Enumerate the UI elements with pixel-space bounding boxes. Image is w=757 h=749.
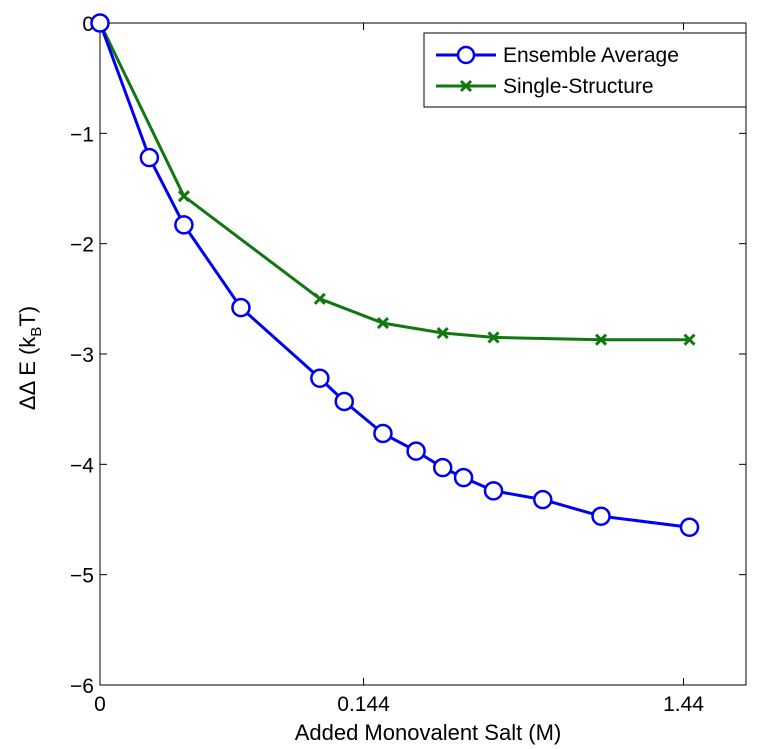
- data-point-x: [313, 292, 326, 305]
- x-stroke: [376, 317, 389, 330]
- x-axis-ticks: 0 0.144 1.44: [94, 23, 704, 716]
- y-tick-label: −1: [70, 123, 94, 146]
- series-ensemble-average: [90, 13, 700, 537]
- legend-label-single-structure: Single-Structure: [503, 75, 654, 98]
- data-point-circle: [406, 441, 426, 461]
- y-axis-label-prefix: ΔΔ E (k: [15, 336, 40, 410]
- y-tick-label: −6: [70, 675, 94, 698]
- data-point-x: [594, 333, 608, 346]
- plot-border: [99, 22, 747, 686]
- x-stroke: [436, 326, 449, 340]
- data-point-circle: [174, 215, 194, 235]
- data-point-circle: [231, 297, 251, 318]
- y-tick-label: −5: [70, 565, 94, 588]
- x-stroke: [313, 292, 326, 305]
- legend-x-glyph: [459, 79, 473, 93]
- legend-label-ensemble-average: Ensemble Average: [503, 44, 679, 67]
- y-tick-label: 0: [82, 13, 94, 36]
- y-tick-label: −4: [70, 454, 94, 477]
- data-point-x: [177, 190, 190, 203]
- data-point-circle: [90, 13, 110, 33]
- series-layer: [90, 13, 700, 537]
- x-tick-label: 0: [94, 693, 106, 716]
- y-axis-ticks: 0 −1 −2 −3 −4 −5 −6: [70, 13, 746, 698]
- x-stroke: [459, 79, 473, 93]
- legend-box: [423, 32, 747, 108]
- x-tick-label: 0.144: [337, 693, 390, 716]
- y-axis-label-suffix: T): [15, 306, 40, 327]
- y-axis-label: ΔΔ E (kBT): [15, 306, 45, 410]
- data-point-circle: [373, 423, 393, 444]
- series-line: [98, 22, 690, 342]
- data-point-circle: [533, 489, 553, 510]
- data-point-circle: [483, 481, 504, 501]
- data-point-circle: [310, 368, 330, 389]
- data-point-circle: [453, 467, 474, 488]
- legend-item-single-structure: Single-Structure: [436, 75, 654, 98]
- x-stroke: [683, 333, 696, 346]
- data-point-circle: [679, 517, 700, 537]
- legend-marker-x: [459, 79, 473, 93]
- legend-item-ensemble-average: Ensemble Average: [436, 44, 679, 67]
- x-axis-label: Added Monovalent Salt (M): [295, 720, 562, 745]
- data-point-circle: [139, 147, 160, 168]
- data-point-x: [436, 326, 449, 340]
- plot-frame: [99, 22, 747, 686]
- legend-marker-circle: [456, 45, 476, 65]
- data-point-x: [487, 331, 500, 344]
- x-tick-label: 1.44: [663, 693, 704, 716]
- data-point-circle: [591, 506, 611, 526]
- data-point-x: [376, 317, 389, 330]
- y-tick-label: −2: [70, 234, 94, 257]
- x-stroke: [177, 190, 190, 203]
- y-tick-label: −3: [70, 344, 94, 367]
- data-point-circle: [432, 457, 453, 478]
- x-stroke: [487, 331, 500, 344]
- data-point-circle: [334, 391, 355, 412]
- legend: Ensemble Average Single-Structure: [423, 32, 747, 108]
- x-stroke: [594, 333, 608, 346]
- data-point-x: [683, 333, 696, 346]
- y-axis-label-sub: B: [28, 327, 45, 337]
